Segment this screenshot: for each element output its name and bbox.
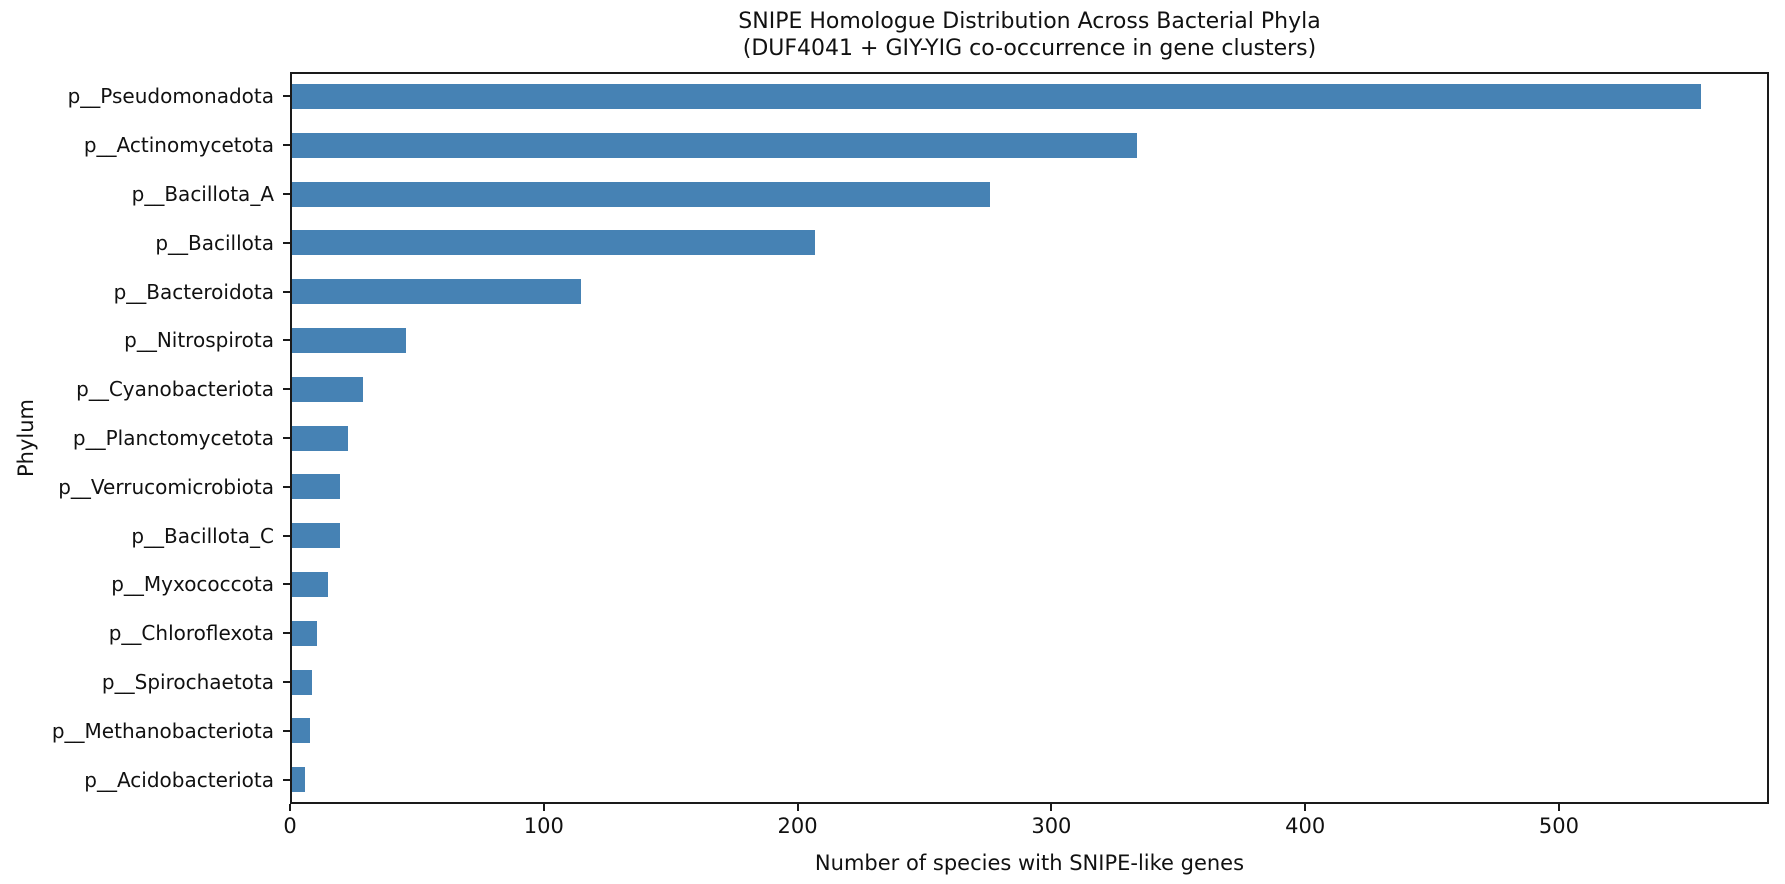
x-tick-mark [1557,804,1560,811]
chart-title-block: SNIPE Homologue Distribution Across Bact… [290,8,1769,62]
bar-p__Spirochaetota [292,669,313,695]
y-tick-mark [283,729,290,732]
bar-p__Verrucomicrobiota [292,474,341,500]
bar-p__Chloroflexota [292,620,318,646]
y-tick-label: p__Spirochaetota [101,670,274,694]
chart-title: SNIPE Homologue Distribution Across Bact… [738,9,1321,34]
y-tick-mark [283,193,290,195]
y-tick-label: p__Nitrospirota [124,328,274,353]
y-tick-mark [283,583,290,586]
y-tick-mark [283,632,290,635]
x-tick-mark [796,804,799,811]
x-tick-label: 300 [1031,814,1072,838]
y-tick-label: p__Acidobacteriota [84,767,274,792]
x-tick-label: 200 [777,814,818,838]
bar-p__Actinomycetota [292,132,1138,158]
y-axis-label: Phylum [14,398,38,478]
y-tick-label: p__Cyanobacteriota [76,377,274,402]
y-tick-label: p__Verrucomicrobiota [58,474,274,499]
chart-subtitle: (DUF4041 + GIY-YIG co-occurrence in gene… [742,36,1317,61]
y-tick-mark [283,534,290,537]
x-axis-label: Number of species with SNIPE-like genes [814,851,1245,875]
bar-p__Bacillota [292,230,815,256]
y-tick-label: p__Myxococcota [111,572,274,597]
y-tick-label: p__Bacillota [155,230,274,255]
y-tick-label: p__Actinomycetota [83,133,274,158]
y-tick-mark [283,485,290,488]
x-tick-label: 100 [523,814,564,838]
y-tick-mark [283,290,290,293]
x-tick-label: 500 [1538,814,1580,838]
bar-p__Bacteroidota [292,279,582,305]
y-tick-mark [283,681,290,683]
bar-p__Pseudomonadota [292,83,1701,109]
bar-p__Nitrospirota [292,327,407,353]
y-tick-mark [283,388,290,391]
bar-p__Cyanobacteriota [292,376,364,402]
y-tick-mark [283,778,290,781]
y-tick-label: p__Methanobacteriota [51,718,274,743]
y-tick-mark [283,339,290,342]
bar-p__Myxococcota [292,571,328,597]
bar-p__Planctomycetota [292,425,348,451]
y-tick-label: p__Planctomycetota [72,426,274,450]
bar-p__Methanobacteriota [292,718,310,744]
y-tick-label: p__Bacteroidota [113,279,274,304]
y-tick-mark [283,95,290,98]
y-tick-mark [283,144,290,147]
x-tick-label: 0 [283,814,297,838]
y-tick-label: p__Chloroflexota [108,621,274,646]
bar-p__Bacillota_A [292,181,990,207]
y-tick-mark [283,437,290,439]
x-tick-mark [1304,804,1307,811]
x-tick-mark [1050,804,1053,811]
plot-area [290,72,1769,804]
y-tick-label: p__Pseudomonadota [67,84,274,109]
bar-p__Bacillota_C [292,523,341,549]
bar-p__Acidobacteriota [292,767,305,793]
x-tick-mark [542,804,545,811]
x-tick-label: 400 [1285,814,1326,838]
y-tick-label: p__Bacillota_A [131,182,274,206]
x-tick-mark [289,804,291,811]
y-tick-mark [283,241,290,244]
y-tick-label: p__Bacillota_C [131,523,274,548]
